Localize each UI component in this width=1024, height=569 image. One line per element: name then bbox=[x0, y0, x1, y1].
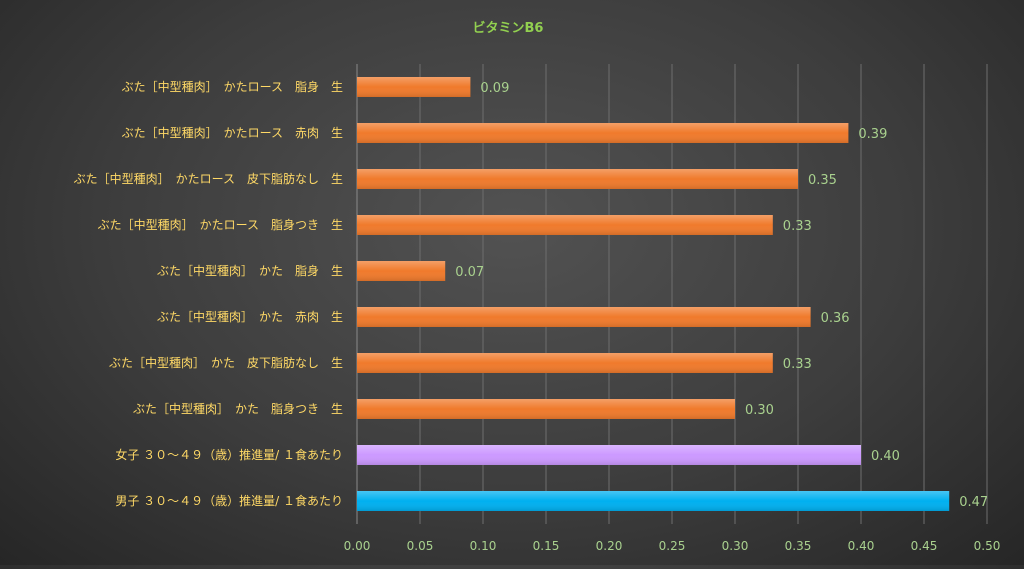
bar-highlight bbox=[357, 399, 735, 419]
data-label: 0.40 bbox=[871, 449, 900, 464]
x-tick-label: 0.40 bbox=[848, 539, 875, 553]
value-labels: 0.09 0.39 0.35 0.33 0.07 0.36 0.33 0.30 0.40 0.47 bbox=[455, 81, 988, 510]
x-tick-label: 0.45 bbox=[911, 539, 938, 553]
category-label: ぶた［中型種肉］ かた 皮下脂肪なし 生 bbox=[109, 355, 343, 370]
bar-highlight bbox=[357, 353, 773, 373]
data-label: 0.33 bbox=[783, 219, 812, 234]
x-tick-label: 0.00 bbox=[344, 539, 371, 553]
category-label: ぶた［中型種肉］ かたロース 脂身 生 bbox=[122, 79, 343, 94]
category-label: ぶた［中型種肉］ かたロース 脂身つき 生 bbox=[98, 217, 343, 232]
data-label: 0.07 bbox=[455, 265, 484, 280]
x-tick-label: 0.10 bbox=[470, 539, 497, 553]
data-label: 0.33 bbox=[783, 357, 812, 372]
x-tick-label: 0.15 bbox=[533, 539, 560, 553]
data-label: 0.30 bbox=[745, 403, 774, 418]
category-label: 女子 ３０～４９（歳）推進量/ １食あたり bbox=[115, 447, 343, 462]
bar-highlight bbox=[357, 169, 798, 189]
x-tick-label: 0.05 bbox=[407, 539, 434, 553]
category-label: 男子 ３０～４９（歳）推進量/ １食あたり bbox=[115, 493, 343, 508]
chart-title: ビタミンB6 bbox=[473, 20, 544, 36]
bars bbox=[357, 77, 950, 511]
category-label: ぶた［中型種肉］ かた 脂身つき 生 bbox=[133, 401, 343, 416]
x-tick-label: 0.35 bbox=[785, 539, 812, 553]
data-label: 0.09 bbox=[480, 81, 509, 96]
category-label: ぶた［中型種肉］ かたロース 赤肉 生 bbox=[122, 125, 343, 140]
category-label: ぶた［中型種肉］ かたロース 皮下脂肪なし 生 bbox=[74, 171, 343, 186]
data-label: 0.39 bbox=[858, 127, 887, 142]
bar-highlight bbox=[357, 445, 861, 465]
x-tick-label: 0.50 bbox=[974, 539, 1001, 553]
category-labels: ぶた［中型種肉］ かたロース 脂身 生ぶた［中型種肉］ かたロース 赤肉 生ぶた… bbox=[74, 79, 343, 508]
bar-highlight bbox=[357, 215, 773, 235]
bar-highlight bbox=[357, 491, 950, 511]
data-label: 0.47 bbox=[959, 495, 988, 510]
bar-highlight bbox=[357, 123, 849, 143]
bar-highlight bbox=[357, 77, 471, 97]
category-label: ぶた［中型種肉］ かた 脂身 生 bbox=[157, 263, 343, 278]
x-axis-ticks: 0.00 0.05 0.10 0.15 0.20 0.25 0.30 0.35 0.40 0.45… bbox=[344, 539, 1001, 553]
bar-highlight bbox=[357, 261, 446, 281]
data-label: 0.35 bbox=[808, 173, 837, 188]
bar-highlight bbox=[357, 307, 811, 327]
data-label: 0.36 bbox=[821, 311, 850, 326]
x-tick-label: 0.25 bbox=[659, 539, 686, 553]
category-label: ぶた［中型種肉］ かた 赤肉 生 bbox=[157, 309, 343, 324]
x-tick-label: 0.30 bbox=[722, 539, 749, 553]
x-tick-label: 0.20 bbox=[596, 539, 623, 553]
